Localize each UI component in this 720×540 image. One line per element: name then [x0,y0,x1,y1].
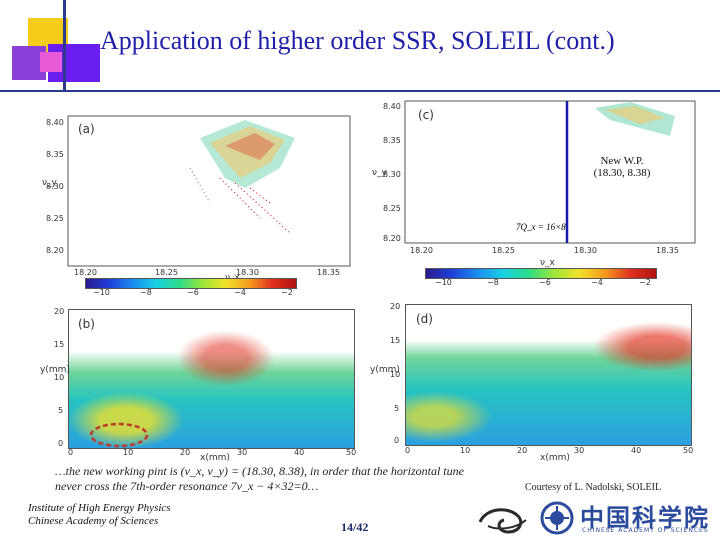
resonance-label: 7Q_x = 16×8 [516,222,566,232]
decor-vertical-line [63,0,66,92]
panel-d-xtick: 40 [631,446,642,455]
title-underline [0,90,720,92]
cas-logo: 中国科学院 CHINESE ACADEMY OF SCIENCES [540,500,715,536]
colorbar-tick: −4 [234,288,246,297]
panel-c-colorbar-ticks: −10 −8 −6 −4 −2 [425,278,655,290]
panel-b: (b) y(mm) x(mm) 20 15 10 5 0 0 10 20 30 … [40,305,360,465]
panel-b-xtick: 30 [237,448,248,457]
panel-a-ytick: 8.35 [46,150,64,159]
colorbar-tick: −6 [187,288,199,297]
panel-d-xtick: 20 [517,446,528,455]
panel-b-ylabel: y(mm) [40,365,70,375]
panel-b-xtick: 40 [294,448,305,457]
panel-d-map [405,304,692,446]
panel-b-xtick: 50 [346,448,357,457]
panel-d: (d) y(mm) x(mm) 20 15 10 5 0 0 10 20 30 … [370,300,700,465]
panel-b-xtick: 0 [68,448,74,457]
panel-b-map [68,309,355,449]
new-wp-annotation: New W.P. (18.30, 8.38) [572,155,672,179]
panel-a-colorbar [85,278,297,289]
colorbar-tick: −2 [639,278,651,287]
panel-c-ylabel: ν_y [372,168,387,178]
ihep-logo [478,508,527,534]
panel-d-label: (d) [416,312,433,326]
panel-c-label: (c) [418,108,434,122]
panel-a: (a) ν_y ν_x 8.40 8.35 8.30 8.25 8.20 18.… [40,108,360,298]
panel-b-ytick: 10 [54,373,65,382]
panel-c-ytick: 8.20 [383,234,401,243]
panel-b-xtick: 10 [123,448,134,457]
panel-a-ytick: 8.20 [46,246,64,255]
panel-d-xtick: 10 [460,446,471,455]
slide-title: Application of higher order SSR, SOLEIL … [100,26,615,55]
panel-c: (c) ν_y ν_x 8.40 8.35 8.30 8.25 8.20 18.… [370,98,700,268]
institute-line-1: Institute of High Energy Physics [28,502,171,514]
panel-d-ytick: 15 [390,336,401,345]
panel-a-ytick: 8.40 [46,118,64,127]
colorbar-tick: −6 [539,278,551,287]
panel-d-ytick: 0 [394,436,400,445]
panel-c-xtick: 18.20 [410,246,433,255]
panel-a-ylabel: ν_y [42,178,57,188]
colorbar-tick: −8 [487,278,499,287]
caption-line-1: …the new working pint is (ν_x, ν_y) = (1… [55,464,464,478]
panel-c-xtick: 18.30 [574,246,597,255]
panel-b-ytick: 5 [58,406,64,415]
colorbar-tick: −8 [140,288,152,297]
panel-a-xtick: 18.30 [236,268,259,277]
new-wp-value: (18.30, 8.38) [593,167,651,179]
panel-b-ytick: 15 [54,340,65,349]
panel-d-ytick: 10 [390,370,401,379]
panel-a-ytick: 8.25 [46,214,64,223]
panel-d-xtick: 50 [683,446,694,455]
institute-name: Institute of High Energy Physics Chinese… [28,502,171,528]
courtesy-note: Courtesy of L. Nadolski, SOLEIL [525,482,662,493]
panel-c-ytick: 8.40 [383,102,401,111]
panel-a-plot [67,115,351,267]
panel-b-ytick: 20 [54,307,65,316]
panel-d-xtick: 0 [405,446,411,455]
panel-a-colorbar-ticks: −10 −8 −6 −4 −2 [85,288,295,300]
caption: …the new working pint is (ν_x, ν_y) = (1… [55,464,475,494]
panel-a-ytick: 8.30 [46,182,64,191]
colorbar-tick: −2 [281,288,293,297]
panel-b-label: (b) [78,317,95,331]
panel-c-ytick: 8.25 [383,204,401,213]
institute-line-2: Chinese Academy of Sciences [28,515,159,527]
panel-c-xlabel: ν_x [540,258,555,268]
caption-line-2: never cross the 7th-order resonance 7ν_x… [55,479,319,493]
colorbar-tick: −4 [591,278,603,287]
panel-c-colorbar [425,268,657,279]
panel-b-ytick: 0 [58,439,64,448]
panel-a-xtick: 18.35 [317,268,340,277]
highlight-ellipse [89,422,149,448]
colorbar-tick: −10 [435,278,452,287]
cas-emblem-icon [540,501,574,535]
panel-d-ytick: 20 [390,302,401,311]
cas-logo-chinese: 中国科学院 [580,504,710,532]
panel-c-xtick: 18.25 [492,246,515,255]
panel-b-xtick: 20 [180,448,191,457]
panel-a-xtick: 18.20 [74,268,97,277]
page-number: 14/42 [341,520,369,534]
panel-b-xlabel: x(mm) [200,453,230,463]
cas-logo-english: CHINESE ACADEMY OF SCIENCES [582,527,709,534]
new-wp-label: New W.P. [600,155,644,167]
panel-d-xlabel: x(mm) [540,453,570,463]
panel-a-xtick: 18.25 [155,268,178,277]
decor-pink-square [40,52,62,72]
panel-a-label: (a) [78,122,95,136]
panel-c-ytick: 8.35 [383,136,401,145]
panel-d-ytick: 5 [394,404,400,413]
panel-d-xtick: 30 [574,446,585,455]
colorbar-tick: −10 [93,288,110,297]
panel-c-plot [404,100,696,244]
panel-c-xtick: 18.35 [656,246,679,255]
panel-c-ytick: 8.30 [383,170,401,179]
panel-d-ylabel: y(mm) [370,365,400,375]
